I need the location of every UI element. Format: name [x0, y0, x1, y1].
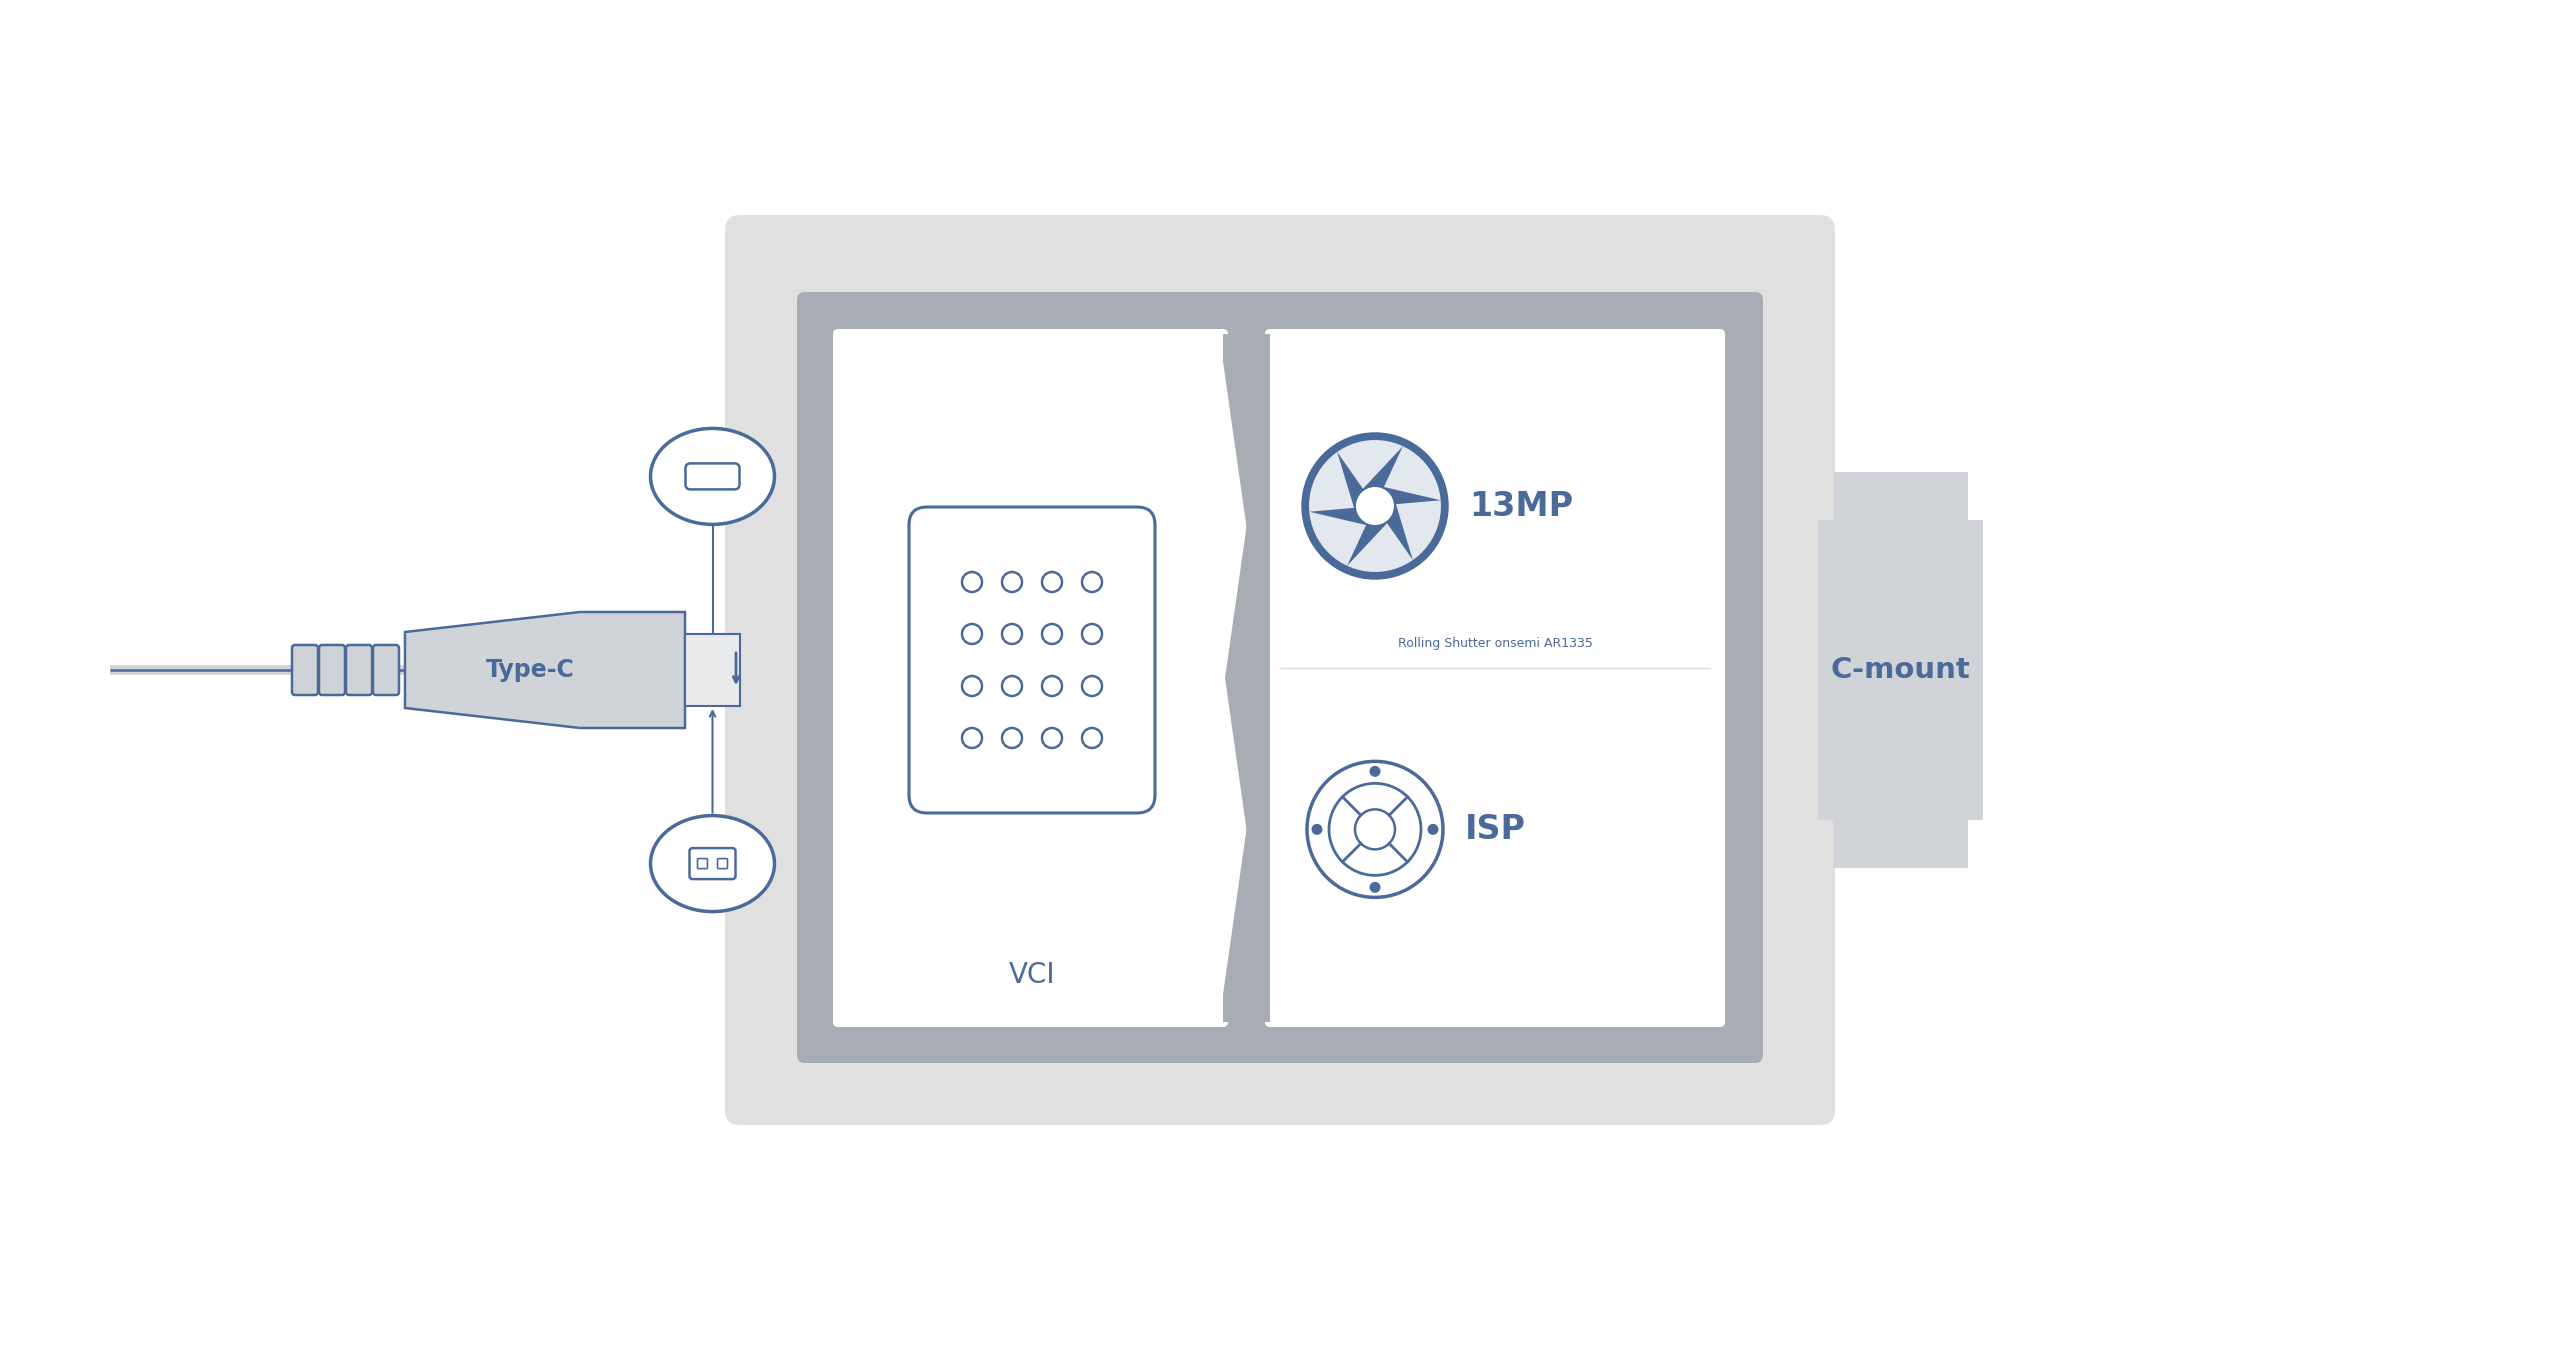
Ellipse shape	[650, 816, 776, 911]
Circle shape	[1042, 676, 1062, 696]
FancyBboxPatch shape	[689, 849, 735, 879]
Polygon shape	[404, 612, 686, 728]
FancyBboxPatch shape	[832, 329, 1229, 1027]
Polygon shape	[1308, 511, 1367, 566]
Circle shape	[1428, 824, 1439, 835]
Text: Rolling Shutter onsemi AR1335: Rolling Shutter onsemi AR1335	[1398, 636, 1592, 650]
FancyBboxPatch shape	[1818, 520, 1984, 820]
FancyBboxPatch shape	[320, 645, 346, 695]
Circle shape	[1042, 573, 1062, 592]
Circle shape	[963, 573, 983, 592]
FancyBboxPatch shape	[796, 292, 1764, 1064]
Circle shape	[1083, 573, 1101, 592]
Circle shape	[1001, 624, 1021, 645]
Circle shape	[963, 728, 983, 748]
Polygon shape	[1385, 446, 1441, 500]
FancyBboxPatch shape	[696, 858, 707, 869]
FancyBboxPatch shape	[686, 464, 740, 490]
Circle shape	[1042, 624, 1062, 645]
Circle shape	[1083, 676, 1101, 696]
FancyBboxPatch shape	[1833, 472, 1969, 520]
FancyBboxPatch shape	[1224, 335, 1270, 1021]
FancyBboxPatch shape	[346, 645, 371, 695]
Circle shape	[1001, 676, 1021, 696]
FancyBboxPatch shape	[717, 858, 727, 869]
Polygon shape	[1395, 500, 1441, 560]
Circle shape	[1370, 881, 1380, 894]
Polygon shape	[1226, 362, 1270, 994]
Circle shape	[1303, 434, 1446, 578]
Text: Type-C: Type-C	[486, 658, 573, 681]
Polygon shape	[1336, 441, 1403, 488]
Text: VCI: VCI	[1009, 962, 1055, 989]
Circle shape	[963, 624, 983, 645]
Circle shape	[963, 676, 983, 696]
FancyBboxPatch shape	[1833, 820, 1969, 868]
FancyBboxPatch shape	[292, 645, 317, 695]
Circle shape	[1083, 624, 1101, 645]
Circle shape	[1357, 487, 1395, 525]
Text: C-mount: C-mount	[1830, 656, 1971, 684]
Circle shape	[1311, 824, 1324, 835]
FancyBboxPatch shape	[724, 215, 1836, 1125]
Circle shape	[1001, 728, 1021, 748]
Polygon shape	[1224, 362, 1267, 994]
Circle shape	[1042, 728, 1062, 748]
FancyBboxPatch shape	[909, 507, 1155, 813]
Polygon shape	[1347, 524, 1413, 573]
Ellipse shape	[650, 428, 776, 525]
FancyBboxPatch shape	[686, 634, 740, 706]
FancyBboxPatch shape	[1265, 329, 1725, 1027]
Circle shape	[1001, 573, 1021, 592]
Text: ISP: ISP	[1464, 813, 1526, 846]
Polygon shape	[1308, 452, 1354, 511]
Text: 13MP: 13MP	[1469, 490, 1574, 522]
Circle shape	[1370, 766, 1380, 777]
Circle shape	[1083, 728, 1101, 748]
FancyBboxPatch shape	[374, 645, 399, 695]
